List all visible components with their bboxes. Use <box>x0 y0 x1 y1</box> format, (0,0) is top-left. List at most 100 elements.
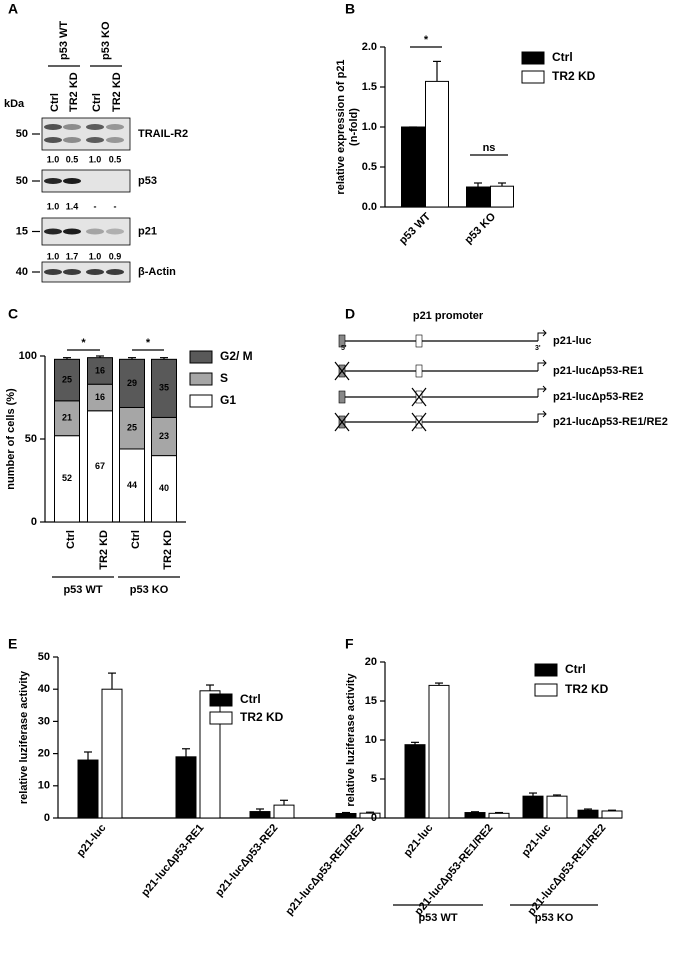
re2-box <box>415 334 423 348</box>
error-bar <box>206 684 214 691</box>
quant-label: 1.7 <box>66 251 79 261</box>
deletion-cross <box>411 412 427 432</box>
value-label: 25 <box>127 423 137 433</box>
bar-segment <box>119 448 145 523</box>
protein-label: p21 <box>138 225 157 237</box>
tss-arrow <box>537 359 547 371</box>
group-label: p53 KO <box>130 584 169 596</box>
quant-label: 1.0 <box>47 201 60 211</box>
x-tick-label: TR2 KD <box>98 530 110 570</box>
group-label: p53 KO <box>100 21 112 60</box>
band <box>86 269 104 275</box>
blot-strip <box>41 117 131 151</box>
error-bar <box>160 357 168 360</box>
bar <box>335 812 357 819</box>
five-prime: 5' <box>341 345 347 352</box>
construct-label: p21-lucΔp53-RE1/RE2 <box>553 416 668 428</box>
error-bar <box>608 809 616 811</box>
bar <box>546 795 568 819</box>
bar-segment <box>54 435 80 523</box>
bar-segment <box>87 410 113 523</box>
quant-label: 0.5 <box>109 154 122 164</box>
band <box>63 228 81 235</box>
bar <box>401 126 425 208</box>
band <box>86 124 104 130</box>
y-tick-label: 0 <box>31 516 37 528</box>
marker-label: 15 <box>16 225 28 237</box>
band <box>86 137 104 143</box>
value-label: 40 <box>159 483 169 493</box>
diagram-title: p21 promoter <box>413 310 484 322</box>
value-label: 25 <box>62 374 72 384</box>
y-tick-label: 1.5 <box>362 81 377 93</box>
legend-swatch <box>189 394 213 408</box>
quant-label: 1.4 <box>66 201 79 211</box>
value-label: 67 <box>95 461 105 471</box>
legend-swatch <box>521 51 545 65</box>
lane-label: TR2 KD <box>111 72 123 112</box>
deletion-cross <box>411 387 427 407</box>
protein-label: β-Actin <box>138 266 176 278</box>
error-bar <box>411 741 419 745</box>
marker-label: 40 <box>16 266 28 278</box>
band <box>86 228 104 235</box>
re2-box <box>415 364 423 378</box>
y-axis-label: (n-fold) <box>348 108 360 146</box>
y-tick-label: 30 <box>38 715 50 727</box>
error-bar <box>495 811 503 814</box>
bar <box>425 80 449 208</box>
band <box>44 269 62 275</box>
bar-segment <box>151 455 177 523</box>
panel-letter: B <box>345 1 355 17</box>
value-label: 29 <box>127 378 137 388</box>
legend-label: Ctrl <box>552 50 573 64</box>
error-bar <box>553 794 561 797</box>
error-bar <box>471 811 479 813</box>
lane-label: Ctrl <box>91 93 103 112</box>
band <box>106 228 124 235</box>
panel-letter: E <box>8 636 17 652</box>
bar-segment <box>87 383 113 412</box>
quant-label: 0.5 <box>66 154 79 164</box>
error-bar <box>128 357 136 360</box>
legend-label: TR2 KD <box>240 710 284 724</box>
band <box>44 178 62 184</box>
annotation: * <box>424 34 429 46</box>
error-bar <box>433 60 441 82</box>
annotation: ns <box>483 142 496 154</box>
x-tick-label: TR2 KD <box>162 530 174 570</box>
error-bar <box>108 672 116 690</box>
y-tick-label: 0.0 <box>362 201 377 213</box>
value-label: 44 <box>127 480 137 490</box>
x-tick-label: p21-lucΔp53-RE2 <box>213 822 280 899</box>
re1-box <box>338 390 346 404</box>
bar-segment <box>151 416 177 457</box>
quant-label: - <box>114 201 117 211</box>
x-tick-label: p53 KO <box>462 210 498 246</box>
quant-label: 1.0 <box>47 154 60 164</box>
band <box>63 269 81 275</box>
legend-swatch <box>534 663 558 677</box>
y-tick-label: 0 <box>371 812 377 824</box>
annotation: * <box>81 337 86 349</box>
y-tick-label: 10 <box>365 734 377 746</box>
protein-label: TRAIL-R2 <box>138 128 188 140</box>
value-label: 35 <box>159 383 169 393</box>
legend-label: TR2 KD <box>565 682 609 696</box>
error-bar <box>182 748 190 757</box>
legend-swatch <box>534 683 558 697</box>
y-tick-label: 50 <box>25 433 37 445</box>
tss-arrow <box>537 329 547 341</box>
re1-box <box>338 334 346 348</box>
deletion-cross <box>334 361 350 381</box>
error-bar <box>498 182 506 187</box>
x-tick-label: p21-luc <box>402 822 436 859</box>
tss-arrow <box>537 410 547 422</box>
bar-segment <box>151 358 177 418</box>
deletion-cross <box>334 412 350 432</box>
group-label: p53 WT <box>58 21 70 60</box>
legend-swatch <box>209 711 233 725</box>
band <box>63 124 81 130</box>
bar <box>464 812 486 819</box>
bar <box>175 756 197 819</box>
